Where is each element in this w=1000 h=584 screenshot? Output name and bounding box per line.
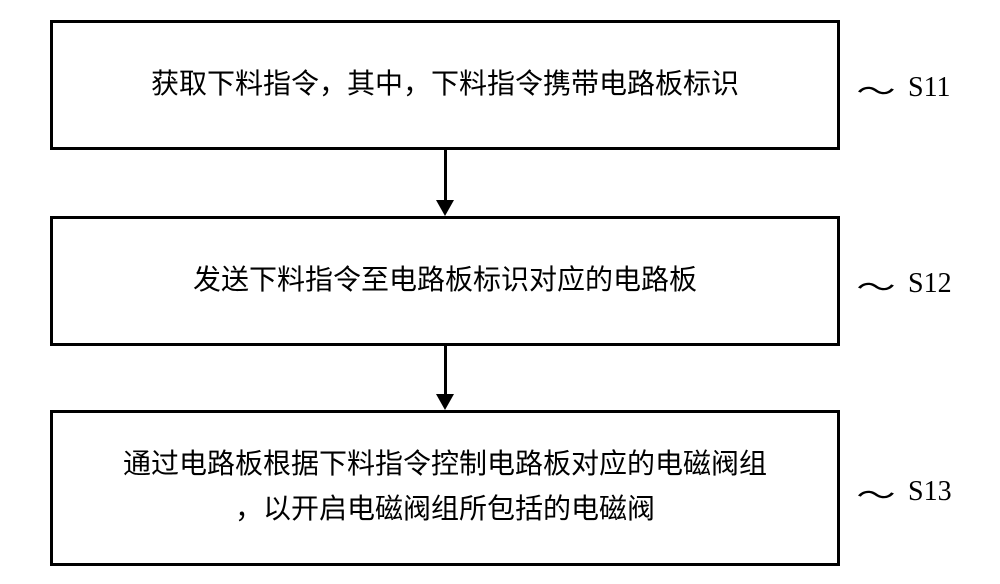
flow-step-s12: 发送下料指令至电路板标识对应的电路板 xyxy=(50,216,840,346)
arrow-line xyxy=(444,346,447,394)
flow-step-text: 通过电路板根据下料指令控制电路板对应的电磁阀组 ，以开启电磁阀组所包括的电磁阀 xyxy=(123,443,767,533)
flow-step-s11: 获取下料指令，其中，下料指令携带电路板标识 xyxy=(50,20,840,150)
flow-step-text: 发送下料指令至电路板标识对应的电路板 xyxy=(193,259,697,304)
step-label-s13: S13 xyxy=(908,476,952,508)
flowchart-canvas: 获取下料指令，其中，下料指令携带电路板标识 〜 S11 发送下料指令至电路板标识… xyxy=(0,0,1000,584)
flow-step-text: 获取下料指令，其中，下料指令携带电路板标识 xyxy=(151,63,739,108)
label-connector-tilde: 〜 xyxy=(856,70,895,110)
arrow-head-icon xyxy=(436,200,454,216)
label-connector-tilde: 〜 xyxy=(856,474,895,514)
step-label-s11: S11 xyxy=(908,72,951,104)
step-label-s12: S12 xyxy=(908,268,952,300)
arrow-head-icon xyxy=(436,394,454,410)
label-connector-tilde: 〜 xyxy=(856,266,895,306)
flow-step-s13: 通过电路板根据下料指令控制电路板对应的电磁阀组 ，以开启电磁阀组所包括的电磁阀 xyxy=(50,410,840,566)
arrow-line xyxy=(444,150,447,200)
